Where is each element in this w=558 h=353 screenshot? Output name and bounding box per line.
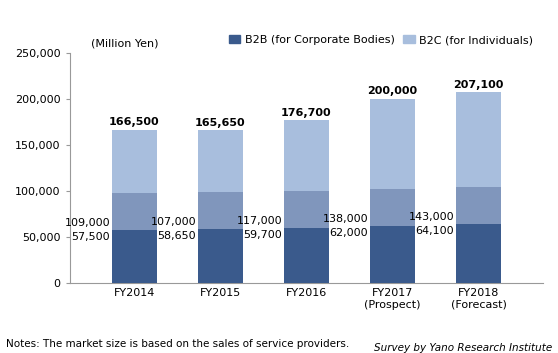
Bar bbox=[198, 131, 243, 192]
Bar bbox=[112, 230, 157, 283]
Text: 109,000: 109,000 bbox=[65, 219, 110, 228]
Bar bbox=[456, 187, 501, 224]
Bar bbox=[456, 92, 501, 187]
Text: 138,000: 138,000 bbox=[323, 214, 368, 224]
Bar bbox=[370, 189, 415, 226]
Bar bbox=[284, 228, 329, 283]
Bar bbox=[456, 224, 501, 283]
Bar bbox=[198, 229, 243, 283]
Text: 57,500: 57,500 bbox=[71, 232, 110, 242]
Text: 207,100: 207,100 bbox=[453, 80, 504, 90]
Bar bbox=[284, 120, 329, 191]
Bar bbox=[112, 193, 157, 230]
Bar bbox=[112, 130, 157, 193]
Text: 59,700: 59,700 bbox=[243, 230, 282, 240]
Bar bbox=[284, 191, 329, 228]
Text: 107,000: 107,000 bbox=[151, 217, 196, 227]
Bar bbox=[198, 192, 243, 229]
Text: 117,000: 117,000 bbox=[237, 216, 282, 226]
Text: 166,500: 166,500 bbox=[109, 118, 160, 127]
Legend: B2B (for Corporate Bodies), B2C (for Individuals): B2B (for Corporate Bodies), B2C (for Ind… bbox=[225, 30, 537, 49]
Text: Notes: The market size is based on the sales of service providers.: Notes: The market size is based on the s… bbox=[6, 340, 349, 349]
Text: 165,650: 165,650 bbox=[195, 118, 246, 128]
Text: 200,000: 200,000 bbox=[367, 86, 417, 96]
Text: 64,100: 64,100 bbox=[416, 226, 454, 236]
Bar bbox=[370, 226, 415, 283]
Text: 143,000: 143,000 bbox=[408, 212, 454, 222]
Text: 176,700: 176,700 bbox=[281, 108, 331, 118]
Text: 58,650: 58,650 bbox=[157, 231, 196, 241]
Text: (Million Yen): (Million Yen) bbox=[91, 38, 158, 48]
Text: Survey by Yano Research Institute: Survey by Yano Research Institute bbox=[374, 343, 552, 353]
Text: 62,000: 62,000 bbox=[330, 228, 368, 238]
Bar bbox=[370, 99, 415, 189]
